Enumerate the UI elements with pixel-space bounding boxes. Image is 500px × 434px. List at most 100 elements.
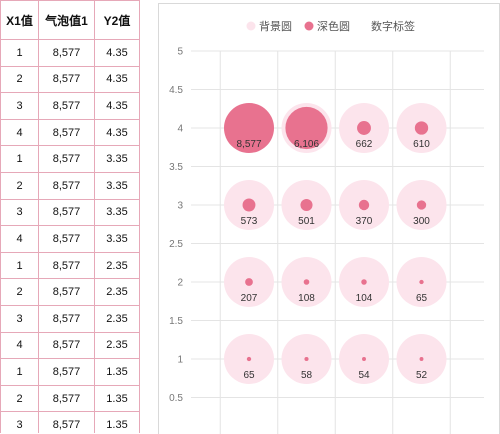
legend-label-background: 背景圆 [259,19,292,33]
table-row: 4 8,577 4.35 [0,118,139,147]
y-tick-label: 3.5 [169,162,183,173]
legend-swatch-dark [304,21,314,31]
cell-y2[interactable]: 4.35 [94,39,139,67]
cell-y2[interactable]: 2.35 [94,304,139,333]
dark-bubble [419,357,424,361]
table-row: 2 8,577 4.35 [0,65,139,94]
data-label: 300 [413,216,430,227]
data-label: 8,577 [236,139,261,150]
cell-x1[interactable]: 4 [0,331,39,360]
cell-bubble[interactable]: 8,577 [38,39,95,67]
cell-x1[interactable]: 2 [0,384,39,413]
chart-panel: 0.5 1 1.5 2 2.5 3 3.5 4 4.5 5 8,577 6,106 662 610 573 5… [158,3,500,434]
cell-bubble[interactable]: 8,577 [38,65,95,94]
cell-y2[interactable]: 4.35 [94,118,139,147]
cell-x1[interactable]: 1 [0,251,39,280]
table-row: 1 8,577 4.35 [0,39,139,67]
dark-bubble [242,198,256,212]
table-row: 3 8,577 1.35 [0,411,139,433]
y-tick-label: 2.5 [169,239,183,250]
cell-bubble[interactable]: 8,577 [38,225,95,253]
data-label: 662 [356,139,373,150]
cell-y2[interactable]: 1.35 [94,384,139,413]
cell-bubble[interactable]: 8,577 [38,411,95,433]
dark-bubble [357,121,371,135]
cell-x1[interactable]: 4 [0,118,39,147]
cell-x1[interactable]: 2 [0,171,39,200]
data-label: 207 [241,293,258,304]
table-row: 3 8,577 2.35 [0,304,139,333]
cell-x1[interactable]: 3 [0,198,39,227]
table-row: 2 8,577 2.35 [0,278,139,306]
cell-bubble[interactable]: 8,577 [38,251,95,280]
dark-bubble [416,200,427,210]
y-tick-label: 5 [177,47,183,58]
cell-y2[interactable]: 2.35 [94,251,139,280]
dark-bubble [361,279,367,285]
cell-x1[interactable]: 4 [0,225,39,253]
cell-x1[interactable]: 3 [0,411,39,433]
y-tick-label: 4 [177,124,183,135]
cell-y2[interactable]: 2.35 [94,331,139,360]
y-tick-label: 2 [177,278,183,289]
cell-x1[interactable]: 3 [0,304,39,333]
y-tick-label: 0.5 [169,393,183,404]
cell-bubble[interactable]: 8,577 [38,92,95,120]
cell-y2[interactable]: 4.35 [94,92,139,120]
cell-y2[interactable]: 3.35 [94,198,139,227]
cell-x1[interactable]: 1 [0,358,39,386]
table-row: 1 8,577 1.35 [0,358,139,386]
cell-bubble[interactable]: 8,577 [38,304,95,333]
bubble-chart: 0.5 1 1.5 2 2.5 3 3.5 4 4.5 5 8,577 6,106 662 610 573 5… [169,19,484,434]
header-bubble[interactable]: 气泡值1 [38,0,95,40]
cell-y2[interactable]: 2.35 [94,278,139,306]
cell-bubble[interactable]: 8,577 [38,171,95,200]
cell-y2[interactable]: 3.35 [94,145,139,173]
data-table: X1值 气泡值1 Y2值 1 8,577 4.35 2 8,577 4.35 3 8,577 4… [0,0,139,433]
data-label: 58 [301,370,313,381]
cell-y2[interactable]: 1.35 [94,358,139,386]
cell-bubble[interactable]: 8,577 [38,198,95,227]
legend-label-dark: 深色圆 [317,19,350,33]
data-label: 104 [356,293,373,304]
cell-bubble[interactable]: 8,577 [38,331,95,360]
data-label: 573 [241,216,258,227]
cell-x1[interactable]: 2 [0,278,39,306]
dark-bubble [303,279,310,285]
data-label: 6,106 [294,139,319,150]
header-y2[interactable]: Y2值 [94,0,139,40]
table-row: 4 8,577 2.35 [0,331,139,360]
table-row: 3 8,577 4.35 [0,92,139,120]
header-x1[interactable]: X1值 [0,0,39,40]
table-row: 3 8,577 3.35 [0,198,139,227]
y-tick-label: 1 [177,355,183,366]
cell-y2[interactable]: 3.35 [94,171,139,200]
data-label: 52 [416,370,428,381]
y-tick-label: 4.5 [169,85,183,96]
cell-y2[interactable]: 4.35 [94,65,139,94]
dark-bubble [285,106,328,150]
cell-bubble[interactable]: 8,577 [38,145,95,173]
data-label: 54 [358,370,370,381]
data-label: 501 [298,216,315,227]
data-table-panel: X1值 气泡值1 Y2值 1 8,577 4.35 2 8,577 4.35 3 8,577 4… [0,0,140,433]
y-tick-label: 3 [177,201,183,212]
table-body: 1 8,577 4.35 2 8,577 4.35 3 8,577 4.35 4 8,577 4.35… [0,39,139,433]
table-row: 2 8,577 3.35 [0,171,139,200]
dark-bubble [245,278,253,286]
cell-y2[interactable]: 1.35 [94,411,139,433]
dark-bubble [224,103,274,153]
cell-y2[interactable]: 3.35 [94,225,139,253]
cell-bubble[interactable]: 8,577 [38,358,95,386]
cell-bubble[interactable]: 8,577 [38,118,95,147]
cell-x1[interactable]: 1 [0,145,39,173]
data-label: 65 [243,370,255,381]
cell-x1[interactable]: 1 [0,39,39,67]
data-label: 370 [356,216,373,227]
data-label: 65 [416,293,428,304]
cell-bubble[interactable]: 8,577 [38,278,95,306]
cell-x1[interactable]: 3 [0,92,39,120]
dark-bubble [414,121,429,135]
cell-bubble[interactable]: 8,577 [38,384,95,413]
cell-x1[interactable]: 2 [0,65,39,94]
